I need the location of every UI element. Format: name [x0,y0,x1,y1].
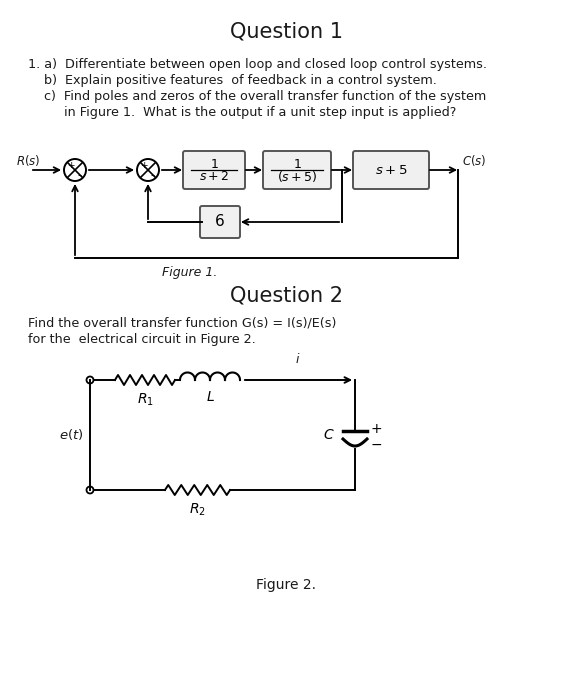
Text: $-$: $-$ [370,437,382,451]
Text: +: + [67,162,74,171]
Text: b)  Explain positive features  of feedback in a control system.: b) Explain positive features of feedback… [28,74,437,87]
Text: $+$: $+$ [370,422,382,436]
Text: for the  electrical circuit in Figure 2.: for the electrical circuit in Figure 2. [28,333,256,346]
Text: $C$: $C$ [323,428,335,442]
FancyBboxPatch shape [353,151,429,189]
FancyBboxPatch shape [183,151,245,189]
Text: $R(s)$: $R(s)$ [16,153,41,168]
Text: $e(t)$: $e(t)$ [60,428,84,442]
Text: $R_2$: $R_2$ [189,502,206,519]
Text: $R_1$: $R_1$ [136,392,154,408]
Text: -: - [150,170,154,180]
Text: Figure 2.: Figure 2. [256,578,316,592]
Text: Find the overall transfer function G(s) = I(s)/E(s): Find the overall transfer function G(s) … [28,316,336,329]
FancyBboxPatch shape [200,206,240,238]
Text: c)  Find poles and zeros of the overall transfer function of the system: c) Find poles and zeros of the overall t… [28,90,486,103]
Text: 6: 6 [215,214,225,230]
Text: $1$: $1$ [293,158,301,171]
Text: $1$: $1$ [210,158,218,171]
Text: $s+2$: $s+2$ [199,171,229,183]
Text: $(s+5)$: $(s+5)$ [277,169,317,185]
Text: -: - [77,170,81,180]
Text: in Figure 1.  What is the output if a unit step input is applied?: in Figure 1. What is the output if a uni… [28,106,456,119]
Text: Question 1: Question 1 [230,22,343,42]
Text: +: + [140,162,148,171]
Text: Figure 1.: Figure 1. [162,266,218,279]
Text: $C(s)$: $C(s)$ [462,153,486,168]
Text: 1. a)  Differentiate between open loop and closed loop control systems.: 1. a) Differentiate between open loop an… [28,58,487,71]
Text: $s+5$: $s+5$ [375,164,407,176]
Text: $L$: $L$ [206,390,214,404]
Text: Question 2: Question 2 [230,286,343,306]
Text: $i$: $i$ [295,352,300,366]
FancyBboxPatch shape [263,151,331,189]
